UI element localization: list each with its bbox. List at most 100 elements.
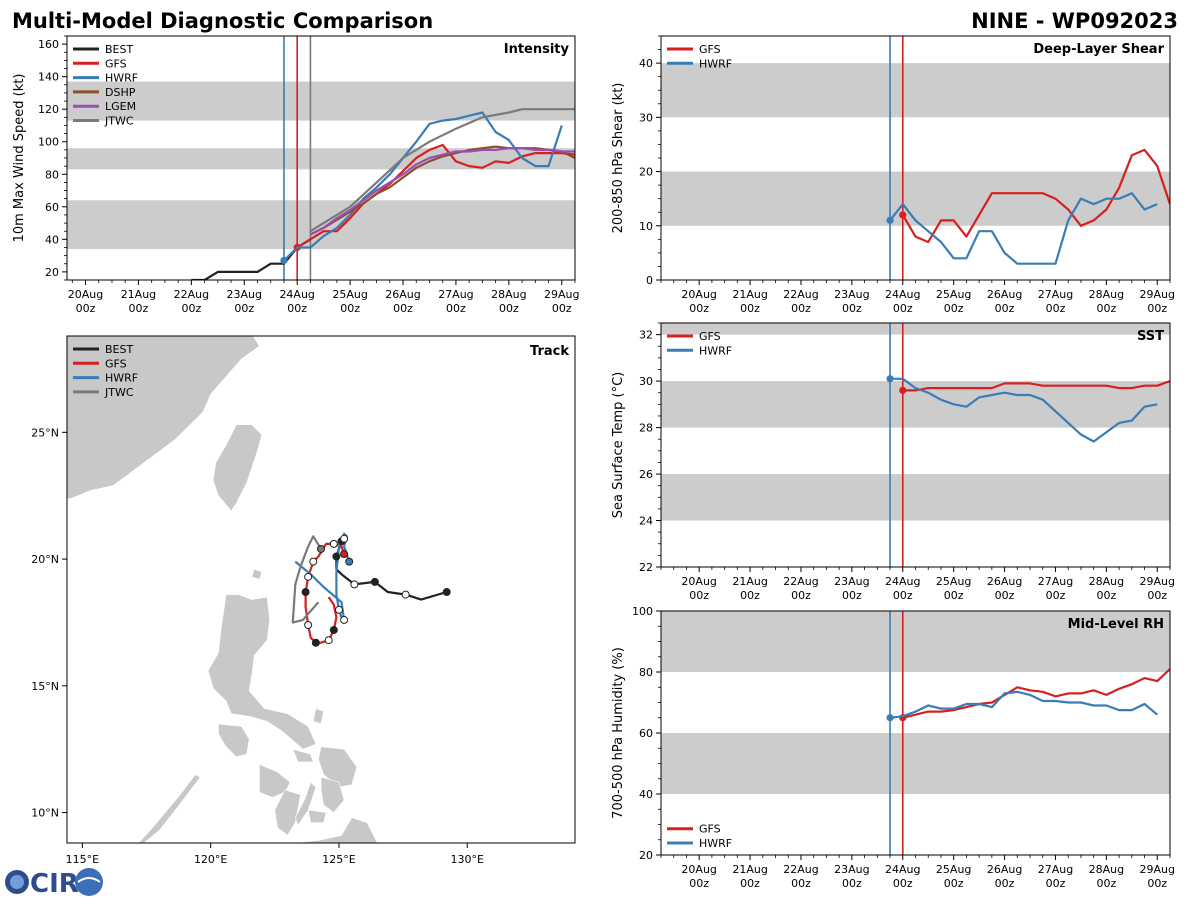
rh-xtick-sublabel: 00z — [944, 877, 964, 890]
shear-ytick-label: 0 — [646, 274, 653, 287]
intensity-xtick-sublabel: 00z — [446, 302, 466, 315]
track-best — [335, 538, 448, 601]
storm-id-title: NINE - WP092023 — [971, 9, 1178, 33]
rh-series-gfs — [902, 668, 1170, 719]
shear-init-point-hwrf — [886, 216, 894, 224]
rh-xtick-label: 29Aug — [1140, 863, 1175, 876]
intensity-series-lgem — [309, 147, 575, 236]
track-legend-label-best: BEST — [105, 343, 133, 356]
intensity-ytick-label: 100 — [38, 136, 59, 149]
rh-xtick-sublabel: 00z — [791, 877, 811, 890]
rh-xtick-sublabel: 00z — [1046, 877, 1066, 890]
track-point-best — [370, 577, 379, 586]
track-point-best — [340, 534, 349, 543]
sst-legend-label-hwrf: HWRF — [699, 344, 732, 357]
rh-ytick-label: 100 — [632, 605, 653, 618]
track-point-jtwc — [317, 544, 325, 553]
shear-legend-label-hwrf: HWRF — [699, 57, 732, 70]
track-axes-frame — [66, 335, 576, 844]
intensity-legend-label-hwrf: HWRF — [105, 72, 138, 85]
track-point-gfs — [329, 626, 338, 635]
sst-xtick-label: 21Aug — [732, 575, 767, 588]
intensity-xtick-label: 29Aug — [544, 288, 579, 301]
track-point-hwrf — [340, 615, 349, 624]
shear-xtick-label: 27Aug — [1038, 288, 1073, 301]
intensity-ytick-label: 160 — [38, 38, 59, 51]
sst-xtick-sublabel: 00z — [893, 589, 913, 602]
sst-ytick-label: 30 — [639, 375, 653, 388]
shear-panel-title: Deep-Layer Shear — [1033, 42, 1164, 57]
sst-series-hwrf — [890, 377, 1158, 443]
rh-xtick-label: 21Aug — [732, 863, 767, 876]
track-ytick-label: 10°N — [31, 807, 59, 820]
sst-axes-frame — [660, 322, 1171, 568]
sst-xtick-label: 25Aug — [936, 575, 971, 588]
rh-xtick-label: 25Aug — [936, 863, 971, 876]
shear-init-point-gfs — [899, 211, 907, 219]
rh-threshold-band — [661, 611, 1170, 672]
shear-ylabel: 200-850 hPa Shear (kt) — [611, 83, 626, 234]
sst-xtick-sublabel: 00z — [1046, 589, 1066, 602]
track-point-gfs — [301, 588, 310, 597]
intensity-series-gfs — [296, 143, 575, 249]
intensity-xtick-sublabel: 00z — [287, 302, 307, 315]
sst-xtick-label: 29Aug — [1140, 575, 1175, 588]
sst-xtick-sublabel: 00z — [791, 589, 811, 602]
intensity-legend-label-dshp: DSHP — [105, 86, 136, 99]
shear-ytick-label: 10 — [639, 220, 653, 233]
shear-xtick-label: 20Aug — [681, 288, 716, 301]
intensity-xtick-label: 27Aug — [438, 288, 473, 301]
shear-xtick-label: 26Aug — [987, 288, 1022, 301]
shear-threshold-band — [661, 63, 1170, 118]
intensity-ytick-label: 20 — [45, 266, 59, 279]
mindoro-island — [218, 723, 250, 758]
sst-xtick-sublabel: 00z — [740, 589, 760, 602]
intensity-ytick-label: 140 — [38, 71, 59, 84]
track-point-gfs — [324, 636, 333, 645]
sst-xtick-label: 26Aug — [987, 575, 1022, 588]
shear-series-gfs — [901, 148, 1170, 244]
intensity-ytick-label: 60 — [45, 201, 59, 214]
intensity-ytick-label: 80 — [45, 168, 59, 181]
track-legend-label-hwrf: HWRF — [105, 372, 138, 385]
palawan-island — [138, 774, 201, 843]
rh-panel: 2040608010020Aug00z21Aug00z22Aug00z23Aug… — [611, 605, 1175, 890]
intensity-series-jtwc — [309, 108, 575, 233]
track-point-gfs — [340, 550, 349, 559]
rh-xtick-label: 20Aug — [681, 863, 716, 876]
intensity-threshold-band — [67, 148, 575, 170]
sst-xtick-label: 22Aug — [783, 575, 818, 588]
intensity-xtick-sublabel: 00z — [76, 302, 96, 315]
shear-xtick-label: 29Aug — [1140, 288, 1175, 301]
rh-series-hwrf — [889, 690, 1159, 719]
rh-ytick-label: 80 — [639, 666, 653, 679]
panay-island — [259, 763, 291, 798]
track-point-gfs — [304, 620, 313, 629]
babuyan-islet — [251, 568, 263, 580]
shear-xtick-sublabel: 00z — [740, 302, 760, 315]
sst-xtick-label: 23Aug — [834, 575, 869, 588]
intensity-ytick-label: 120 — [38, 103, 59, 116]
rh-xtick-label: 22Aug — [783, 863, 818, 876]
intensity-series-best — [191, 238, 311, 280]
track-ytick-label: 20°N — [31, 553, 59, 566]
intensity-xtick-sublabel: 00z — [234, 302, 254, 315]
sst-init-point-gfs — [899, 386, 907, 394]
rh-xtick-label: 23Aug — [834, 863, 869, 876]
track-point-best — [401, 590, 410, 599]
intensity-xtick-label: 20Aug — [68, 288, 103, 301]
shear-threshold-band — [661, 171, 1170, 226]
track-point-hwrf — [334, 605, 343, 614]
rh-ytick-label: 20 — [639, 849, 653, 862]
sst-threshold-band — [661, 474, 1170, 521]
sst-xtick-sublabel: 00z — [1147, 589, 1167, 602]
shear-xtick-sublabel: 00z — [1096, 302, 1116, 315]
cebu-island — [294, 781, 317, 826]
track-xtick-label: 130°E — [451, 853, 484, 866]
shear-xtick-label: 21Aug — [732, 288, 767, 301]
intensity-xtick-label: 28Aug — [491, 288, 526, 301]
figure-title: Multi-Model Diagnostic Comparison — [12, 9, 433, 33]
track-legend-label-gfs: GFS — [105, 357, 127, 370]
track-point-best — [350, 580, 359, 589]
